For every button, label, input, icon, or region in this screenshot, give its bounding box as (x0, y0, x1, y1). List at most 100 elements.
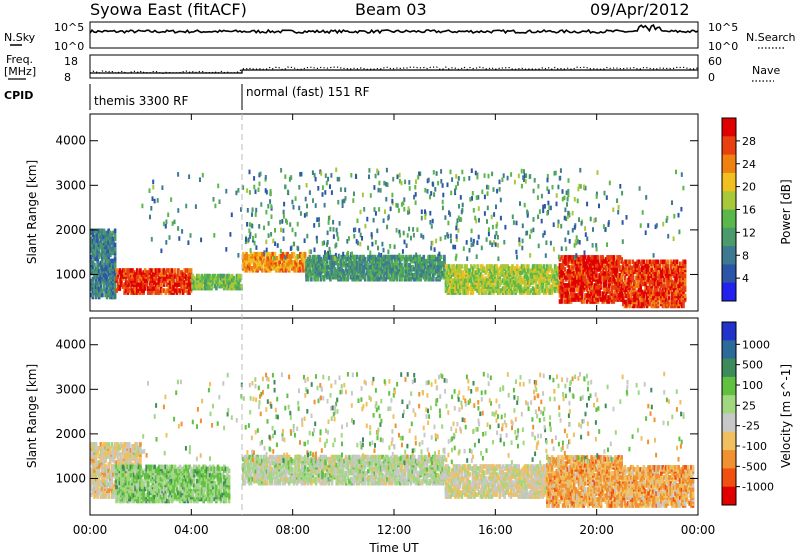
heatmap-cell (504, 290, 508, 295)
heatmap-cell (96, 254, 99, 260)
heatmap-cell (251, 266, 255, 271)
heatmap-cell (378, 276, 381, 282)
heatmap-cell (664, 303, 668, 309)
heatmap-cell (280, 264, 283, 269)
heatmap-cell (258, 224, 261, 229)
heatmap-cell (208, 285, 212, 291)
heatmap-cell (268, 262, 272, 267)
heatmap-cell (561, 189, 564, 194)
heatmap-cell (660, 259, 663, 265)
heatmap-cell (118, 444, 122, 449)
heatmap-cell (120, 452, 123, 457)
heatmap-cell (390, 258, 394, 264)
heatmap-cell (329, 226, 332, 232)
heatmap-cell (574, 261, 578, 266)
heatmap-cell (135, 470, 139, 475)
heatmap-cell (420, 264, 424, 270)
heatmap-cell (282, 214, 285, 219)
heatmap-cell (663, 259, 666, 265)
heatmap-cell (104, 292, 107, 298)
heatmap-cell (259, 171, 262, 177)
heatmap-cell (487, 288, 490, 293)
heatmap-cell (248, 228, 251, 233)
heatmap-cell (652, 289, 655, 295)
heatmap-cell (191, 273, 194, 279)
heatmap-cell (342, 251, 345, 257)
heatmap-cell (523, 284, 527, 289)
heatmap-cell (468, 247, 471, 253)
heatmap-cell (134, 452, 137, 457)
heatmap-cell (257, 187, 260, 192)
heatmap-cell (672, 259, 676, 265)
heatmap-cell (491, 171, 494, 177)
heatmap-cell (529, 253, 532, 258)
heatmap-cell (498, 272, 502, 277)
heatmap-cell (348, 260, 351, 266)
heatmap-cell (255, 207, 258, 213)
heatmap-cell (463, 274, 467, 279)
heatmap-cell (650, 261, 654, 267)
heatmap-cell (566, 283, 570, 288)
heatmap-cell (229, 283, 232, 289)
heatmap-cell (598, 285, 601, 290)
heatmap-cell (94, 228, 98, 234)
heatmap-cell (479, 288, 483, 293)
heatmap-cell (287, 266, 291, 271)
heatmap-cell (131, 268, 134, 273)
heatmap-cell (517, 276, 521, 281)
heatmap-cell (490, 214, 493, 220)
heatmap-cell (399, 233, 402, 238)
heatmap-cell (492, 284, 495, 289)
heatmap-cell (599, 265, 603, 270)
heatmap-cell (188, 268, 191, 273)
heatmap-cell (401, 254, 404, 260)
heatmap-cell (660, 277, 663, 283)
heatmap-cell (265, 266, 269, 271)
freq-label-1: Freq. (6, 53, 33, 66)
heatmap-cell (175, 282, 179, 287)
heatmap-cell (113, 246, 117, 252)
heatmap-cell (101, 236, 104, 242)
heatmap-cell (414, 276, 418, 282)
heatmap-cell (463, 264, 467, 269)
heatmap-cell (381, 276, 384, 282)
heatmap-cell (471, 196, 473, 201)
heatmap-cell (107, 288, 110, 294)
heatmap-cell (192, 275, 196, 281)
heatmap-cell (93, 262, 96, 268)
heatmap-cell (609, 271, 612, 276)
heatmap-cell (113, 480, 117, 485)
heatmap-cell (286, 220, 288, 225)
heatmap-cell (156, 268, 160, 273)
heatmap-cell (481, 284, 484, 289)
heatmap-cell (472, 242, 475, 247)
heatmap-cell (139, 456, 142, 461)
heatmap-cell (497, 243, 500, 248)
heatmap-cell (264, 188, 267, 193)
heatmap-cell (192, 283, 196, 289)
heatmap-cell (112, 240, 115, 246)
heatmap-cell (511, 214, 514, 220)
heatmap-cell (595, 285, 598, 290)
power-ylabel: Slant Range [km] (25, 160, 39, 264)
heatmap-cell (97, 464, 101, 469)
heatmap-cell (143, 278, 147, 283)
heatmap-cell (265, 209, 268, 215)
heatmap-cell (101, 492, 104, 497)
heatmap-cell (147, 286, 150, 291)
heatmap-cell (368, 168, 371, 173)
heatmap-cell (299, 260, 302, 265)
heatmap-cell (135, 268, 139, 273)
heatmap-cell (181, 229, 184, 234)
heatmap-cell (565, 216, 568, 222)
heatmap-cell (261, 251, 264, 257)
heatmap-cell (443, 254, 446, 260)
heatmap-cell (566, 214, 569, 219)
heatmap-cell (470, 242, 473, 248)
heatmap-cell (660, 269, 663, 275)
heatmap-cell (612, 269, 616, 274)
heatmap-cell (485, 268, 489, 273)
heatmap-cell (451, 177, 454, 182)
heatmap-cell (175, 278, 179, 283)
heatmap-cell (298, 205, 301, 211)
